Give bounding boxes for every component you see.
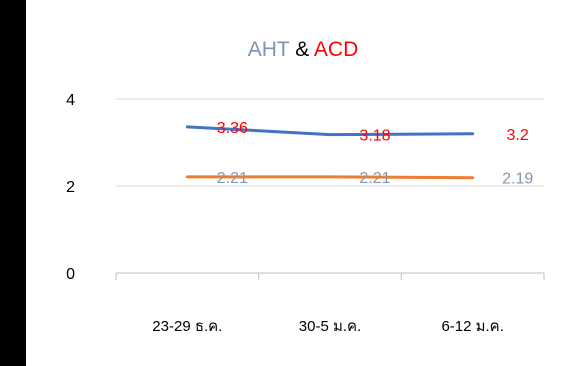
data-label-0-0: 3.36	[217, 120, 248, 137]
data-label-0-1: 3.18	[359, 128, 390, 145]
chart-title: AHT & ACD	[248, 38, 359, 61]
y-tick-label-4: 4	[66, 92, 75, 109]
chart-title-part-1: &	[289, 38, 314, 61]
x-tick-label-2: 6-12 ม.ค.	[441, 318, 503, 335]
data-label-0-2: 3.2	[507, 127, 529, 144]
chart-title-part-0: AHT	[248, 38, 290, 61]
y-tick-label-2: 2	[66, 179, 75, 196]
chart-canvas: AHT & ACD 0 2 4 23-29 ธ.ค. 30-5 ม.ค. 6-12 ม.ค.…	[26, 0, 580, 366]
x-tick-label-1: 30-5 ม.ค.	[299, 318, 361, 335]
data-label-1-0: 2.21	[217, 170, 248, 187]
data-label-1-2: 2.19	[502, 171, 533, 188]
data-label-1-1: 2.21	[359, 170, 390, 187]
y-tick-label-0: 0	[66, 266, 75, 283]
series-line-1	[185, 175, 475, 180]
series-line-0	[185, 125, 475, 137]
chart-title-part-2: ACD	[314, 38, 358, 61]
x-tick-label-0: 23-29 ธ.ค.	[152, 318, 222, 335]
line-chart: AHT & ACD 0 2 4 23-29 ธ.ค. 30-5 ม.ค. 6-12 ม.ค.…	[66, 38, 545, 335]
